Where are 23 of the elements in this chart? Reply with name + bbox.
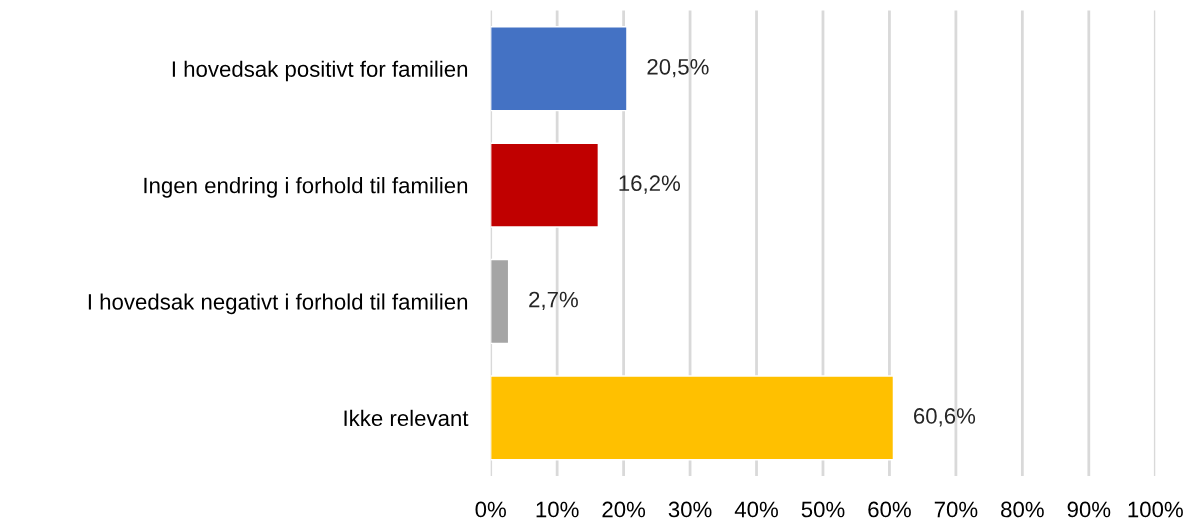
data-label: 60,6% (914, 408, 976, 427)
data-label: 20,5% (647, 58, 709, 78)
bar (490, 26, 628, 112)
x-tick-label: 100% (1128, 501, 1183, 518)
data-label: 2,7% (529, 291, 578, 311)
x-tick-label: 40% (734, 501, 778, 518)
x-tick-label: 10% (536, 501, 579, 518)
x-tick-label: 60% (868, 501, 911, 518)
y-tick-label: Ikke relevant (344, 409, 469, 427)
y-tick-label: I hovedsak negativt i forhold til familien (88, 293, 468, 315)
x-tick-label: 0% (475, 501, 506, 518)
bar (490, 142, 600, 228)
bar (490, 258, 510, 345)
x-tick-label: 20% (602, 501, 646, 518)
y-tick-label: Ingen endring i forhold til familien (144, 177, 468, 198)
x-tick-label: 70% (934, 501, 978, 518)
data-label: 16,2% (619, 175, 681, 194)
x-tick-label: 80% (1001, 501, 1044, 518)
x-tick-label: 30% (668, 501, 712, 518)
bar (490, 375, 895, 461)
x-tick-label: 90% (1067, 501, 1111, 518)
y-tick-label: I hovedsak positivt for familien (172, 60, 468, 82)
x-tick-label: 50% (801, 501, 845, 518)
